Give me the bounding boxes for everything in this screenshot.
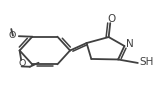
- Text: O: O: [8, 31, 16, 40]
- Text: N: N: [126, 39, 134, 49]
- Text: O: O: [107, 14, 115, 24]
- Text: O: O: [18, 59, 26, 68]
- Text: SH: SH: [139, 57, 154, 67]
